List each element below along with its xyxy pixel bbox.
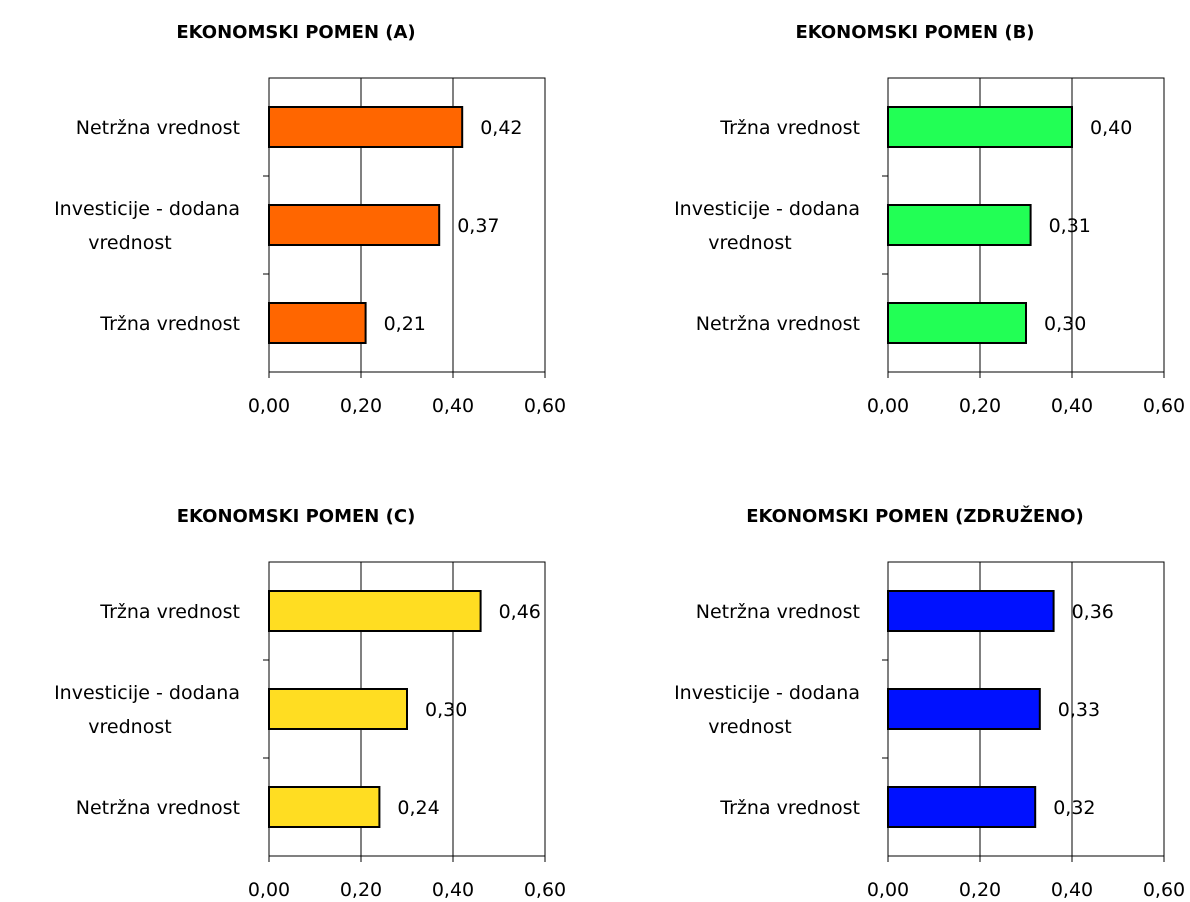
bar — [268, 106, 464, 148]
x-tick-label: 0,00 — [248, 395, 290, 417]
bar — [887, 590, 1055, 632]
category-label: vrednost — [88, 232, 171, 254]
bar — [268, 302, 367, 344]
x-tick-label: 0,20 — [959, 395, 1001, 417]
category-label: vrednost — [88, 716, 171, 738]
bar — [268, 786, 381, 828]
x-tick-label: 0,60 — [524, 395, 566, 417]
x-tick-label: 0,20 — [959, 879, 1001, 901]
category-label: Netržna vrednost — [76, 117, 240, 139]
x-tick-label: 0,60 — [1143, 879, 1185, 901]
bar — [887, 786, 1037, 828]
category-label: Investicije - dodana — [674, 682, 860, 704]
data-label: 0,40 — [1090, 117, 1132, 139]
category-label: Investicije - dodana — [54, 198, 240, 220]
chart-title: EKONOMSKI POMEN (A) — [176, 22, 415, 43]
x-tick-label: 0,40 — [432, 879, 474, 901]
category-label: Tržna vrednost — [99, 313, 240, 335]
chart-title: EKONOMSKI POMEN (C) — [177, 506, 416, 527]
chart-title: EKONOMSKI POMEN (B) — [795, 22, 1034, 43]
category-label: Tržna vrednost — [719, 797, 860, 819]
x-tick-label: 0,20 — [340, 879, 382, 901]
category-label: Netržna vrednost — [696, 313, 860, 335]
bar — [268, 204, 441, 246]
x-tick-label: 0,40 — [432, 395, 474, 417]
data-label: 0,31 — [1049, 215, 1091, 237]
x-tick-label: 0,00 — [867, 395, 909, 417]
bar — [887, 204, 1032, 246]
x-tick-label: 0,60 — [524, 879, 566, 901]
data-label: 0,33 — [1058, 699, 1100, 721]
bar-chart-1: EKONOMSKI POMEN (A) 0,00 0,20 0,40 0,60 Netrž… — [54, 22, 566, 417]
category-label: Tržna vrednost — [719, 117, 860, 139]
category-label: Netržna vrednost — [76, 797, 240, 819]
category-label: Investicije - dodana — [54, 682, 240, 704]
bar — [268, 590, 482, 632]
x-tick-label: 0,40 — [1051, 395, 1093, 417]
bar — [268, 688, 408, 730]
data-label: 0,30 — [425, 699, 467, 721]
x-tick-label: 0,20 — [340, 395, 382, 417]
category-label: Investicije - dodana — [674, 198, 860, 220]
data-label: 0,24 — [397, 797, 439, 819]
data-label: 0,46 — [499, 601, 541, 623]
x-tick-label: 0,00 — [867, 879, 909, 901]
x-tick-label: 0,00 — [248, 879, 290, 901]
chart-title: EKONOMSKI POMEN (ZDRUŽENO) — [746, 505, 1084, 527]
data-label: 0,21 — [384, 313, 426, 335]
data-label: 0,42 — [480, 117, 522, 139]
category-label: Netržna vrednost — [696, 601, 860, 623]
data-label: 0,36 — [1072, 601, 1114, 623]
category-label: vrednost — [708, 716, 791, 738]
bar — [887, 106, 1073, 148]
category-label: Tržna vrednost — [99, 601, 240, 623]
data-label: 0,37 — [457, 215, 499, 237]
bar — [887, 688, 1041, 730]
bar-chart-3: EKONOMSKI POMEN (C) 0,00 0,20 0,40 0,60 Tržna… — [54, 506, 566, 901]
data-label: 0,30 — [1044, 313, 1086, 335]
category-label: vrednost — [708, 232, 791, 254]
x-tick-label: 0,60 — [1143, 395, 1185, 417]
bar — [887, 302, 1027, 344]
data-label: 0,32 — [1053, 797, 1095, 819]
x-tick-label: 0,40 — [1051, 879, 1093, 901]
bar-chart-4: EKONOMSKI POMEN (ZDRUŽENO) 0,00 0,20 0,40 0,… — [674, 505, 1185, 901]
bar-chart-2: EKONOMSKI POMEN (B) 0,00 0,20 0,40 0,60 Tržna… — [674, 22, 1185, 417]
